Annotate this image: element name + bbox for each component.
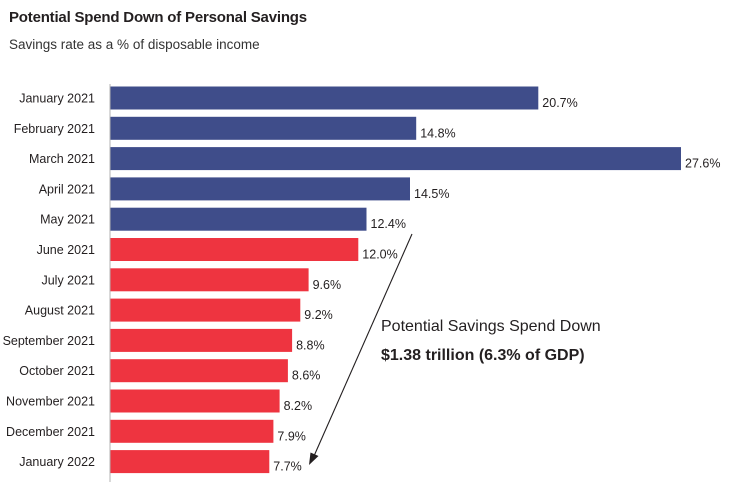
category-label: December 2021 xyxy=(6,425,95,439)
category-label: February 2021 xyxy=(14,122,95,136)
bar-april-2021 xyxy=(110,177,410,201)
category-label: June 2021 xyxy=(37,243,95,257)
value-label: 20.7% xyxy=(542,96,577,110)
bar-july-2021 xyxy=(110,268,309,292)
value-label: 9.2% xyxy=(304,308,333,322)
category-labels-group: January 2021 February 2021 March 2021 April… xyxy=(3,92,95,470)
category-label: January 2021 xyxy=(19,92,95,106)
value-label: 8.8% xyxy=(296,338,325,352)
value-label: 12.0% xyxy=(362,248,397,262)
category-label: August 2021 xyxy=(25,304,95,318)
bar-october-2021 xyxy=(110,359,288,383)
spend-down-arrow xyxy=(313,233,413,457)
bar-june-2021 xyxy=(110,238,359,261)
value-label: 8.6% xyxy=(292,369,321,383)
bar-march-2021 xyxy=(110,147,681,171)
value-label: 14.8% xyxy=(420,126,455,140)
bars-group xyxy=(110,86,681,474)
category-label: September 2021 xyxy=(3,334,95,348)
bar-january-2022 xyxy=(110,450,270,474)
category-label: January 2022 xyxy=(19,455,95,469)
category-label: April 2021 xyxy=(39,182,95,196)
value-label: 7.7% xyxy=(273,460,302,474)
value-label: 9.6% xyxy=(313,278,342,292)
value-label: 12.4% xyxy=(371,217,406,231)
chart-title: Potential Spend Down of Personal Savings xyxy=(9,9,307,26)
bar-august-2021 xyxy=(110,298,301,322)
value-label: 7.9% xyxy=(277,429,306,443)
bar-september-2021 xyxy=(110,328,293,352)
category-label: October 2021 xyxy=(19,364,95,378)
value-label: 14.5% xyxy=(414,187,449,201)
category-label: November 2021 xyxy=(6,395,95,409)
spend-down-arrow-head xyxy=(309,452,319,465)
bar-february-2021 xyxy=(110,116,417,140)
bar-may-2021 xyxy=(110,207,367,231)
value-label: 8.2% xyxy=(284,399,313,413)
bar-december-2021 xyxy=(110,419,274,443)
bar-january-2021 xyxy=(110,86,539,110)
category-label: May 2021 xyxy=(40,213,95,227)
value-label: 27.6% xyxy=(685,157,720,171)
chart-subtitle: Savings rate as a % of disposable income xyxy=(9,37,260,52)
category-label: March 2021 xyxy=(29,152,95,166)
annotation-value: $1.38 trillion (6.3% of GDP) xyxy=(381,347,585,364)
value-labels-group: 20.7% 14.8% 27.6% 14.5% 12.4% 12.0% 9.6% 9.2% 8.… xyxy=(273,96,720,474)
bar-november-2021 xyxy=(110,389,280,413)
category-label: July 2021 xyxy=(41,273,95,287)
annotation-label: Potential Savings Spend Down xyxy=(381,318,601,335)
